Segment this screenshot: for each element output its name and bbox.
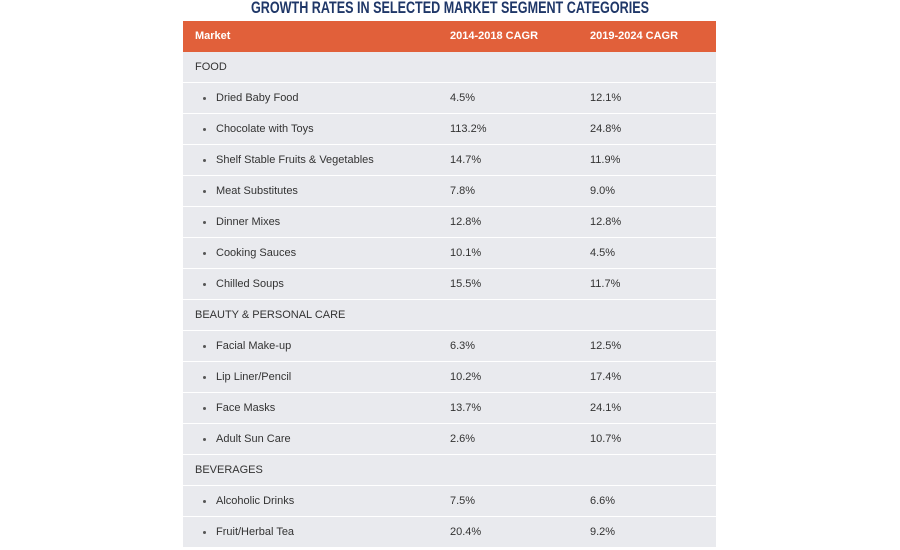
cagr-value: 7.8% [450,185,476,197]
item-row: Chocolate with Toys 113.2% 24.8% [183,114,716,145]
cagr-value: 4.5% [590,247,616,259]
cagr-value: 9.2% [590,526,616,538]
market-name: Facial Make-up [216,340,292,352]
item-row: Cooking Sauces 10.1% 4.5% [183,238,716,269]
cagr-value: 10.1% [450,247,482,259]
section-row: BEAUTY & PERSONAL CARE [183,300,716,331]
section-title: BEAUTY & PERSONAL CARE [195,309,346,321]
section-title: BEVERAGES [195,464,263,476]
item-row: Chilled Soups 15.5% 11.7% [183,269,716,300]
cagr-value: 20.4% [450,526,482,538]
market-name: Lip Liner/Pencil [216,371,292,383]
item-row: Shelf Stable Fruits & Vegetables 14.7% 11.… [183,145,716,176]
header-cell: Market [195,30,231,42]
cagr-value: 17.4% [590,371,622,383]
market-name: Dried Baby Food [216,92,299,104]
market-name: Cooking Sauces [216,247,297,259]
cagr-value: 12.8% [590,216,622,228]
market-name: Alcoholic Drinks [216,495,295,507]
item-row: Dinner Mixes 12.8% 12.8% [183,207,716,238]
section-row: BEVERAGES [183,455,716,486]
cagr-value: 14.7% [450,154,482,166]
cagr-value: 6.3% [450,340,476,352]
item-row: Facial Make-up 6.3% 12.5% [183,331,716,362]
header-cell: 2014-2018 CAGR [450,30,539,42]
section-row: FOOD [183,52,716,83]
title: GROWTH RATES IN SELECTED MARKET SEGMENT … [251,0,649,17]
cagr-value: 12.1% [590,92,622,104]
market-name: Fruit/Herbal Tea [216,526,295,538]
cagr-value: 2.6% [450,433,476,445]
market-name: Meat Substitutes [216,185,298,197]
item-row: Alcoholic Drinks 7.5% 6.6% [183,486,716,517]
market-name: Shelf Stable Fruits & Vegetables [216,154,374,166]
table: Market 2014-2018 CAGR 2019-2024 CAGR FOOD Dr… [183,21,716,548]
market-name: Dinner Mixes [216,216,281,228]
cagr-value: 24.1% [590,402,622,414]
header-cell: 2019-2024 CAGR [590,30,679,42]
item-row: Adult Sun Care 2.6% 10.7% [183,424,716,455]
market-name: Face Masks [216,402,276,414]
cagr-value: 6.6% [590,495,616,507]
item-row: Dried Baby Food 4.5% 12.1% [183,83,716,114]
market-name: Chocolate with Toys [216,123,314,135]
item-row: Face Masks 13.7% 24.1% [183,393,716,424]
market-name: Chilled Soups [216,278,284,290]
cagr-value: 4.5% [450,92,476,104]
cagr-value: 24.8% [590,123,622,135]
cagr-value: 10.2% [450,371,482,383]
cagr-value: 7.5% [450,495,476,507]
cagr-value: 9.0% [590,185,616,197]
cagr-value: 15.5% [450,278,482,290]
item-row: Meat Substitutes 7.8% 9.0% [183,176,716,207]
market-name: Adult Sun Care [216,433,291,445]
cagr-value: 10.7% [590,433,622,445]
item-row: Lip Liner/Pencil 10.2% 17.4% [183,362,716,393]
cagr-value: 11.9% [590,154,621,166]
cagr-value: 12.8% [450,216,482,228]
cagr-value: 113.2% [450,123,487,135]
cagr-value: 12.5% [590,340,622,352]
title-bar: GROWTH RATES IN SELECTED MARKET SEGMENT … [251,0,649,17]
cagr-value: 13.7% [450,402,482,414]
item-row: Fruit/Herbal Tea 20.4% 9.2% [183,517,716,548]
cagr-value: 11.7% [590,278,621,290]
section-title: FOOD [195,61,227,73]
header-row: Market 2014-2018 CAGR 2019-2024 CAGR [183,21,716,52]
